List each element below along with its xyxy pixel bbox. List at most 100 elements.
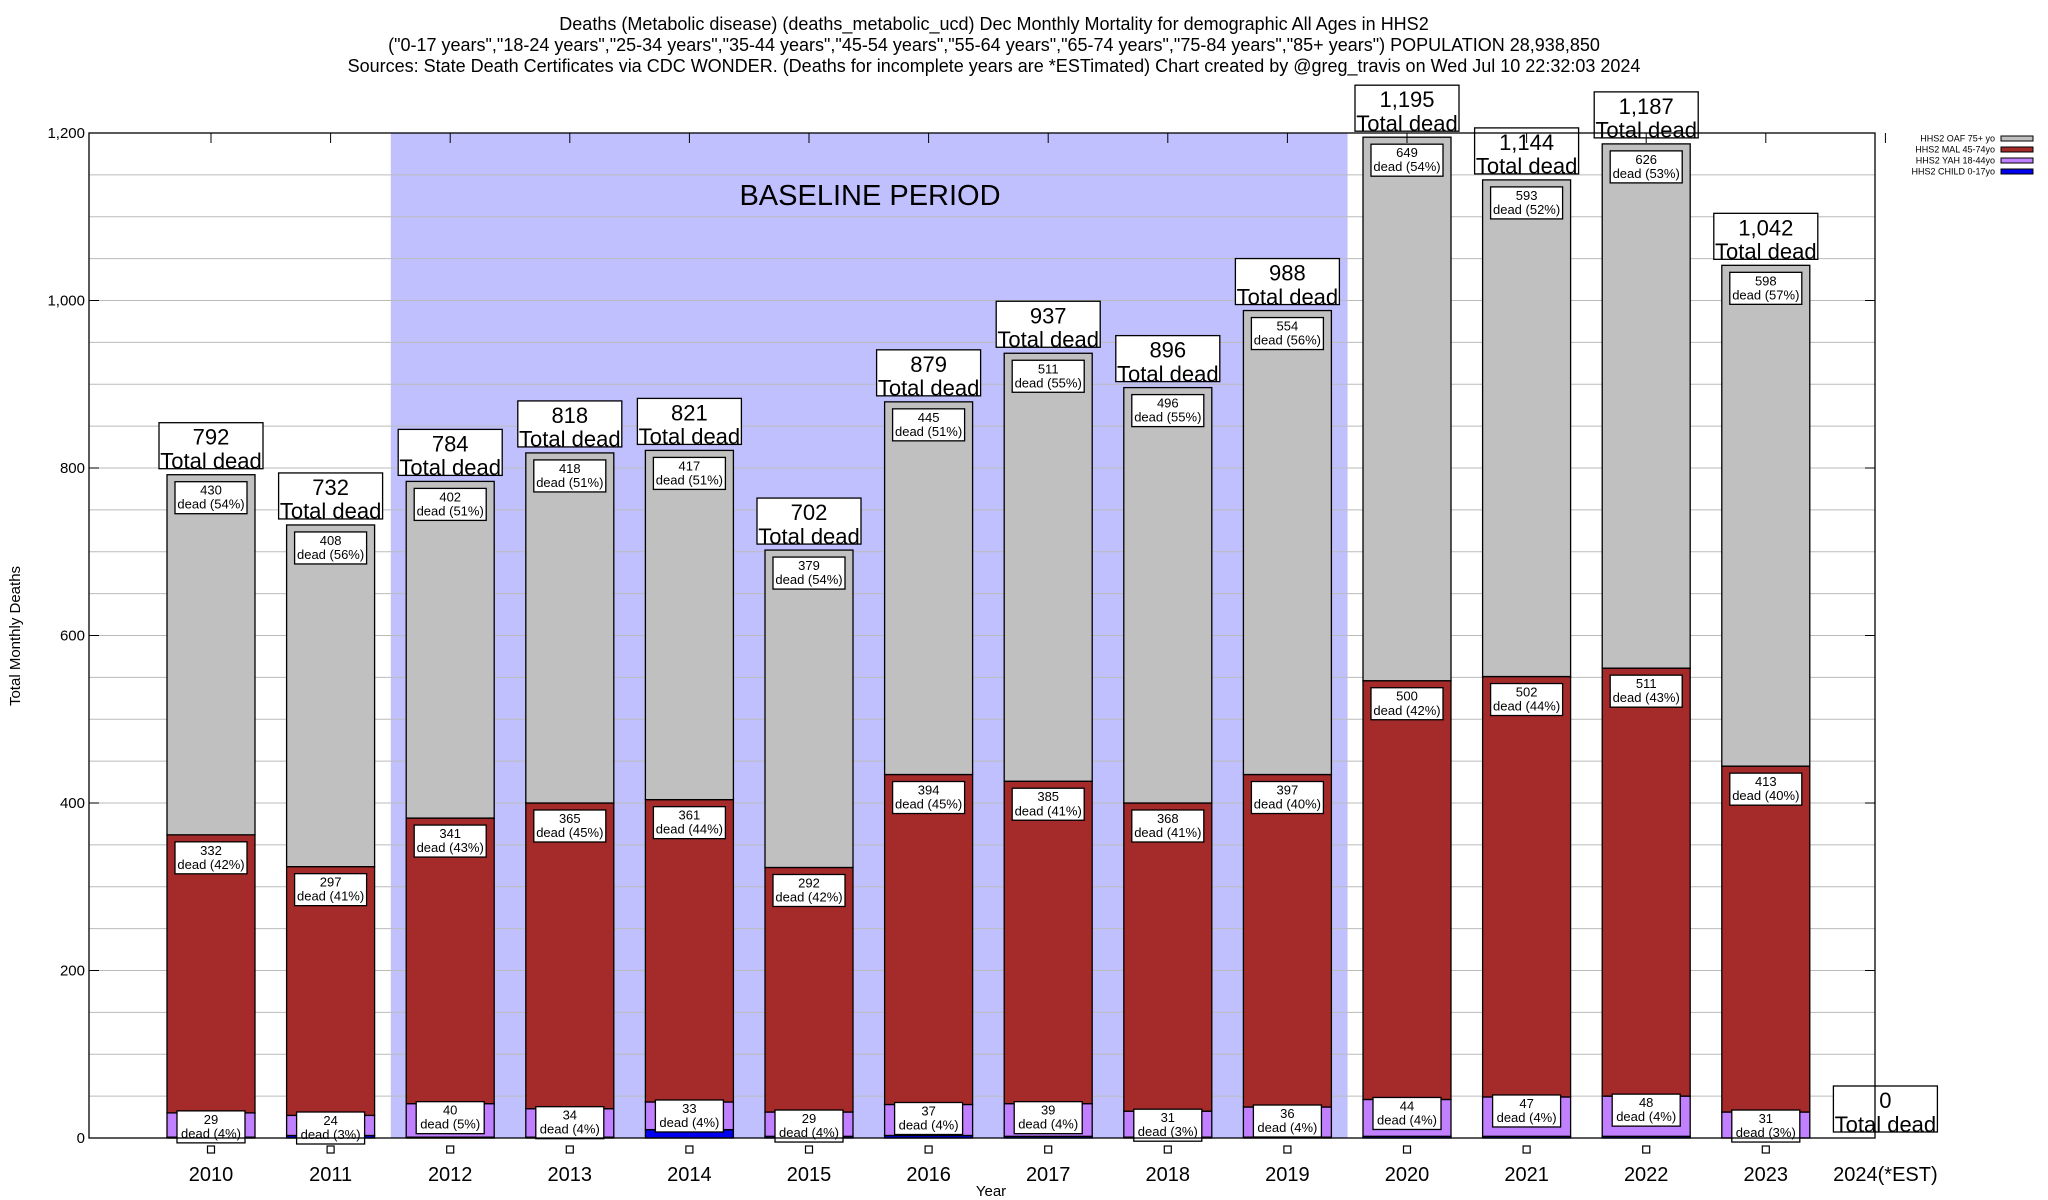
total-label-text: Total dead: [1237, 284, 1339, 309]
x-tick-label: 2014: [667, 1164, 712, 1186]
yah-label-text: dead (4%): [1257, 1120, 1317, 1135]
yah-label-text: 37: [921, 1104, 935, 1119]
legend-label: HHS2 CHILD 0-17yo: [1911, 167, 1995, 177]
oaf-label-text: 379: [798, 558, 820, 573]
total-label-box: [1354, 84, 1460, 132]
total-label-text: Total dead: [997, 327, 1099, 352]
yah-label-text: dead (4%): [659, 1115, 719, 1130]
child-label-marker: [685, 1145, 694, 1154]
yah-label-text: dead (5%): [420, 1117, 480, 1132]
yah-label-box: [1611, 1093, 1681, 1127]
mal-label-box: [1131, 809, 1205, 843]
y-axis-label: Total Monthly Deaths: [7, 566, 24, 706]
total-label-text: Total dead: [1835, 1112, 1937, 1137]
y-tick-label: 800: [60, 460, 85, 477]
mal-label-text: 502: [1516, 685, 1538, 700]
bar-segment-hhs2-mal-45-74yo: [644, 799, 735, 1103]
child-label-marker: [1283, 1145, 1292, 1154]
yah-label-text: 29: [802, 1111, 816, 1126]
child-label-marker: [924, 1145, 933, 1154]
total-label-text: 1,187: [1619, 94, 1674, 119]
oaf-label-text: 417: [679, 458, 701, 473]
x-tick-label: 2015: [787, 1164, 832, 1186]
oaf-label-text: dead (56%): [1254, 333, 1321, 348]
yah-label-text: 31: [1759, 1111, 1773, 1126]
mal-label-box: [1489, 682, 1564, 717]
total-label-text: 702: [791, 500, 828, 525]
bar-segment-hhs2-oaf-75-yo: [1481, 179, 1572, 678]
total-label-text: Total dead: [758, 524, 860, 549]
yah-label-text: dead (4%): [779, 1125, 839, 1140]
bar-segment-hhs2-mal-45-74yo: [1242, 773, 1333, 1108]
mal-label-text: 341: [439, 826, 461, 841]
oaf-label-text: dead (55%): [1134, 410, 1201, 425]
oaf-label-box: [1729, 271, 1803, 305]
legend-swatch: [2000, 146, 2034, 153]
oaf-label-box: [1370, 143, 1444, 177]
y-tick-label: 1,200: [47, 125, 85, 142]
bar-segment-hhs2-oaf-75-yo: [1721, 264, 1811, 767]
bar-segment-hhs2-mal-45-74yo: [1601, 667, 1691, 1097]
yah-label-box: [1133, 1108, 1203, 1142]
x-tick-label: 2017: [1026, 1164, 1071, 1186]
total-label-box: [1593, 91, 1699, 139]
chart-title-line: Deaths (Metabolic disease) (deaths_metab…: [559, 14, 1428, 35]
legend-label: HHS2 MAL 45-74yo: [1915, 145, 1995, 155]
yah-label-text: dead (3%): [1736, 1125, 1796, 1140]
oaf-label-text: 626: [1635, 152, 1657, 167]
child-label-marker: [804, 1145, 814, 1154]
x-tick-label: 2010: [189, 1164, 234, 1186]
mal-label-box: [1370, 687, 1444, 721]
yah-label-text: dead (4%): [1616, 1109, 1676, 1124]
child-label-marker: [1044, 1145, 1053, 1154]
oaf-label-text: dead (51%): [895, 424, 962, 439]
mal-label-text: dead (44%): [656, 822, 723, 837]
total-label-text: 821: [671, 400, 708, 425]
y-tick-label: 600: [60, 628, 85, 645]
total-label-text: 988: [1269, 261, 1306, 286]
bar-segment-hhs2-oaf-75-yo: [1242, 309, 1333, 776]
x-tick-label: 2011: [309, 1164, 352, 1186]
mal-label-box: [772, 873, 846, 908]
oaf-label-box: [891, 408, 966, 442]
oaf-label-box: [1250, 316, 1325, 351]
legend-label: HHS2 YAH 18-44yo: [1916, 156, 1995, 166]
mal-label-text: 500: [1396, 689, 1418, 704]
yah-label-box: [654, 1099, 725, 1133]
oaf-label-text: dead (51%): [656, 472, 723, 487]
total-label-text: 1,042: [1738, 215, 1793, 240]
x-axis-label: Year: [976, 1183, 1006, 1200]
total-label-text: Total dead: [878, 376, 980, 401]
yah-label-box: [1252, 1104, 1323, 1138]
yah-label-text: dead (3%): [301, 1127, 361, 1142]
total-label-text: 784: [432, 431, 469, 456]
mal-label-text: 511: [1636, 676, 1657, 691]
mal-label-text: dead (42%): [775, 890, 842, 905]
x-tick-label: 2018: [1146, 1164, 1191, 1186]
total-label-text: 896: [1149, 338, 1186, 363]
bar-segment-hhs2-oaf-75-yo: [764, 549, 854, 869]
oaf-label-box: [413, 487, 487, 522]
child-label-marker: [1761, 1145, 1770, 1154]
oaf-label-text: 430: [200, 483, 222, 498]
bar-segment-hhs2-oaf-75-yo: [883, 401, 974, 776]
mal-label-box: [1729, 772, 1803, 806]
x-tick-label: 2016: [906, 1164, 951, 1186]
mal-label-text: dead (40%): [1732, 788, 1799, 803]
total-label-box: [1713, 212, 1819, 260]
yah-label-text: 40: [443, 1103, 457, 1118]
x-tick-label: 2023: [1744, 1164, 1789, 1186]
mal-label-box: [533, 809, 607, 843]
legend-swatch: [2000, 168, 2034, 175]
oaf-label-box: [174, 481, 248, 515]
legend-label: HHS2 OAF 75+ yo: [1920, 134, 1995, 144]
mal-label-text: 297: [320, 875, 342, 890]
total-label-text: Total dead: [1117, 361, 1219, 386]
child-label-marker: [1402, 1145, 1412, 1154]
oaf-label-box: [1011, 359, 1085, 393]
oaf-label-text: dead (54%): [775, 572, 842, 587]
oaf-label-box: [1609, 150, 1683, 184]
yah-label-box: [1013, 1101, 1083, 1135]
yah-label-box: [1731, 1109, 1801, 1143]
